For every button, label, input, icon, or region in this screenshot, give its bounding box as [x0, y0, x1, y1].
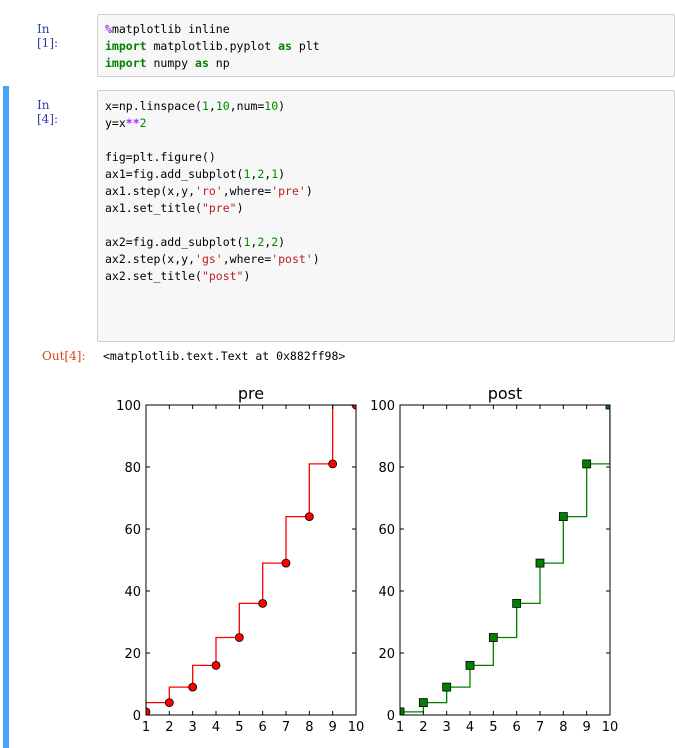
y-tick-label: 0 [387, 709, 395, 724]
plot-area [400, 405, 610, 715]
y-tick-label: 0 [133, 709, 141, 724]
data-point [328, 459, 338, 469]
x-tick-label: 4 [466, 720, 474, 735]
x-tick-label: 3 [443, 720, 451, 735]
x-tick-label: 10 [602, 720, 619, 735]
chart-title: pre [238, 384, 264, 403]
y-tick-label: 40 [124, 585, 141, 600]
axes-frame [399, 404, 611, 716]
x-tick-label: 7 [536, 720, 544, 735]
y-tick-label: 20 [124, 647, 141, 662]
x-tick-label: 2 [419, 720, 427, 735]
x-tick-label: 4 [212, 720, 220, 735]
x-tick-label: 10 [348, 720, 365, 735]
selected-cell-indicator [3, 86, 9, 748]
data-point [258, 598, 268, 608]
chart-title: post [488, 384, 523, 403]
x-tick-label: 9 [583, 720, 591, 735]
x-tick-label: 7 [282, 720, 290, 735]
y-tick-label: 100 [370, 399, 395, 414]
x-tick-label: 5 [235, 720, 243, 735]
y-tick-label: 20 [378, 647, 395, 662]
y-tick-label: 40 [378, 585, 395, 600]
x-tick-label: 6 [513, 720, 521, 735]
x-tick-label: 5 [489, 720, 497, 735]
axes-frame [145, 404, 357, 716]
data-point [465, 660, 475, 670]
plot-area [146, 405, 356, 715]
data-point [164, 698, 174, 708]
data-point [234, 633, 244, 642]
x-tick-label: 1 [396, 720, 404, 735]
code-text: x=np.linspace(1,10,num=10) y=x**2 fig=pl… [105, 99, 320, 283]
output-text: <matplotlib.text.Text at 0x882ff98> [103, 349, 346, 363]
code-input-area[interactable]: %matplotlib inline import matplotlib.pyp… [97, 14, 675, 77]
data-point [211, 660, 221, 670]
data-point [146, 707, 151, 715]
data-point [400, 707, 405, 715]
data-point [535, 558, 545, 568]
data-point [351, 405, 356, 410]
code-text: %matplotlib inline import matplotlib.pyp… [105, 22, 320, 70]
data-point [304, 512, 314, 522]
data-point [418, 698, 428, 708]
data-point [281, 558, 291, 568]
series-line [146, 405, 356, 712]
input-prompt: In [4]: [37, 98, 59, 126]
data-point [512, 598, 522, 608]
output-prompt: Out[4]: [42, 349, 86, 363]
y-tick-label: 100 [116, 399, 141, 414]
data-point [188, 682, 198, 692]
data-point [582, 459, 592, 469]
input-prompt: In [1]: [37, 22, 59, 50]
data-point [605, 405, 610, 410]
x-tick-label: 1 [142, 720, 150, 735]
x-tick-label: 8 [305, 720, 313, 735]
data-point [488, 633, 498, 642]
code-input-area[interactable]: x=np.linspace(1,10,num=10) y=x**2 fig=pl… [97, 90, 675, 342]
x-tick-label: 9 [329, 720, 337, 735]
y-tick-label: 60 [378, 523, 395, 538]
x-tick-label: 6 [259, 720, 267, 735]
series-line [400, 405, 610, 713]
x-tick-label: 3 [189, 720, 197, 735]
data-point [558, 512, 568, 522]
x-tick-label: 8 [559, 720, 567, 735]
y-tick-label: 80 [378, 461, 395, 476]
y-tick-label: 80 [124, 461, 141, 476]
x-tick-label: 2 [165, 720, 173, 735]
data-point [442, 682, 452, 692]
y-tick-label: 60 [124, 523, 141, 538]
